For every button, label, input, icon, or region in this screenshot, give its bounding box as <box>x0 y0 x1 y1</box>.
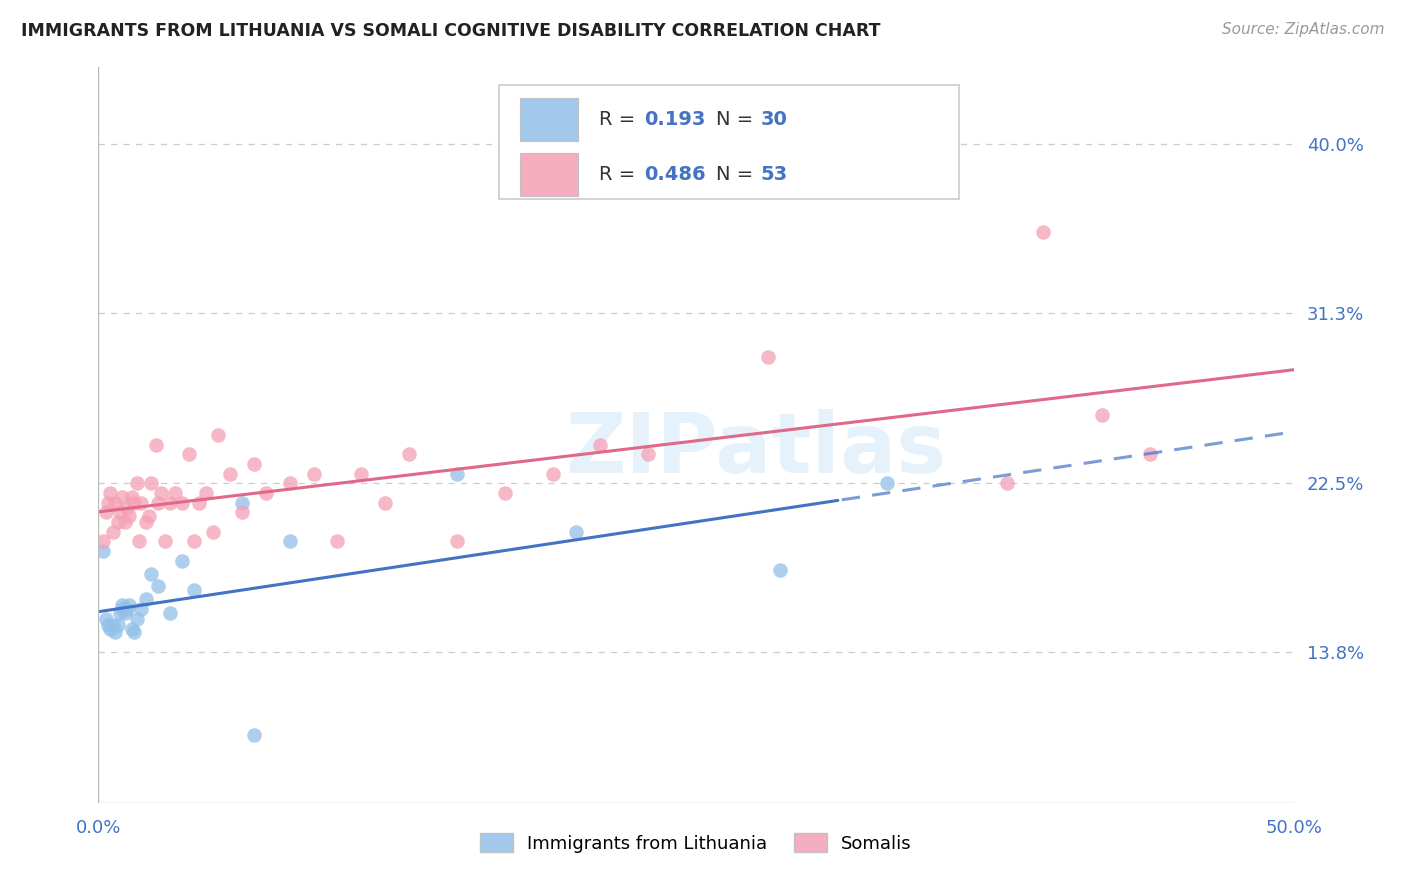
Point <box>446 534 468 549</box>
Point <box>101 617 124 632</box>
Point <box>159 606 181 620</box>
Text: Source: ZipAtlas.com: Source: ZipAtlas.com <box>1222 22 1385 37</box>
Point <box>111 490 134 504</box>
Point <box>179 447 201 461</box>
Point <box>155 534 177 549</box>
Point <box>114 606 136 620</box>
Point <box>94 612 117 626</box>
Point <box>202 524 225 539</box>
Text: 53: 53 <box>761 165 787 184</box>
Point <box>135 515 157 529</box>
Text: 30: 30 <box>761 110 787 129</box>
Point <box>876 476 898 491</box>
Point <box>278 476 301 491</box>
Point <box>756 351 779 365</box>
Point <box>91 544 114 558</box>
Point <box>98 486 122 500</box>
Point <box>145 437 167 451</box>
Point <box>139 567 162 582</box>
Point <box>172 554 194 568</box>
Point <box>108 606 131 620</box>
Text: R =: R = <box>599 110 641 129</box>
Point <box>148 579 170 593</box>
Point <box>565 524 588 539</box>
Point <box>111 599 134 613</box>
Point <box>446 467 468 481</box>
Point <box>139 476 162 491</box>
Text: N =: N = <box>716 165 759 184</box>
Point <box>148 495 170 509</box>
FancyBboxPatch shape <box>499 86 959 200</box>
Point <box>114 515 136 529</box>
Point <box>183 534 205 549</box>
Point <box>118 599 141 613</box>
Point <box>107 515 129 529</box>
Point <box>121 490 143 504</box>
Point <box>541 467 564 481</box>
Point <box>398 447 420 461</box>
Point <box>163 486 186 500</box>
Text: ZIPatlas: ZIPatlas <box>565 409 946 490</box>
Point <box>98 622 122 636</box>
Point <box>207 427 229 442</box>
Point <box>494 486 516 500</box>
Point <box>172 495 194 509</box>
Point <box>187 495 209 509</box>
Point <box>104 625 127 640</box>
Point <box>121 622 143 636</box>
Point <box>243 457 266 471</box>
Point <box>231 505 253 519</box>
Point <box>350 467 373 481</box>
FancyBboxPatch shape <box>520 98 578 141</box>
Point <box>183 582 205 597</box>
Point <box>135 592 157 607</box>
Point <box>124 495 146 509</box>
Point <box>91 534 114 549</box>
Text: IMMIGRANTS FROM LITHUANIA VS SOMALI COGNITIVE DISABILITY CORRELATION CHART: IMMIGRANTS FROM LITHUANIA VS SOMALI COGN… <box>21 22 880 40</box>
Text: 0.193: 0.193 <box>644 110 706 129</box>
Point <box>118 509 141 524</box>
Point <box>124 625 146 640</box>
Point <box>125 612 148 626</box>
Point <box>1032 225 1054 239</box>
Point <box>115 501 138 516</box>
Point <box>995 476 1018 491</box>
Point <box>115 602 138 616</box>
Point <box>637 447 659 461</box>
Point <box>149 486 172 500</box>
Point <box>254 486 277 500</box>
Point <box>326 534 349 549</box>
Point <box>243 728 266 742</box>
Point <box>1139 447 1161 461</box>
Point <box>768 563 790 577</box>
FancyBboxPatch shape <box>520 153 578 195</box>
Point <box>111 602 134 616</box>
Point <box>101 524 124 539</box>
Point <box>302 467 325 481</box>
Text: N =: N = <box>716 110 759 129</box>
Point <box>159 495 181 509</box>
Point <box>107 617 129 632</box>
Text: 0.486: 0.486 <box>644 165 706 184</box>
Point <box>195 486 218 500</box>
Legend: Immigrants from Lithuania, Somalis: Immigrants from Lithuania, Somalis <box>472 826 920 860</box>
Point <box>94 505 117 519</box>
Point <box>231 495 253 509</box>
Text: R =: R = <box>599 165 641 184</box>
Point <box>138 509 160 524</box>
Point <box>1091 409 1114 423</box>
Point <box>374 495 396 509</box>
Point <box>97 495 120 509</box>
Point <box>131 602 153 616</box>
Point <box>589 437 612 451</box>
Point <box>125 476 148 491</box>
Point <box>104 495 127 509</box>
Point <box>128 534 150 549</box>
Point <box>219 467 242 481</box>
Point <box>108 505 131 519</box>
Point <box>131 495 153 509</box>
Point <box>278 534 301 549</box>
Point <box>97 617 120 632</box>
